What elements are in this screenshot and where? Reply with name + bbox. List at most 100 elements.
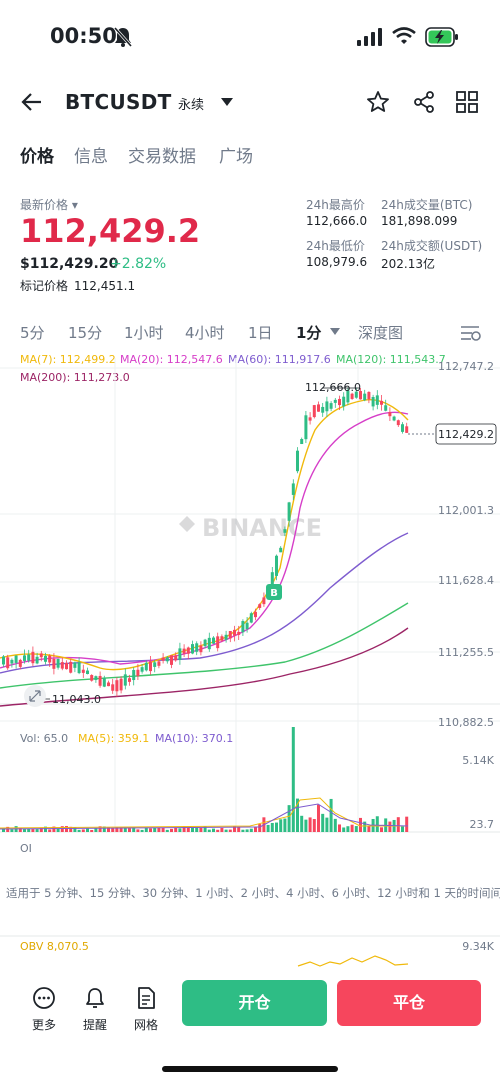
- back-arrow-icon[interactable]: [20, 90, 44, 114]
- interval-15m[interactable]: 15分: [68, 324, 103, 342]
- candle: [384, 405, 388, 411]
- candle: [60, 662, 64, 669]
- interval-1h[interactable]: 1小时: [124, 324, 164, 342]
- grid-menu-icon[interactable]: [456, 91, 478, 113]
- volume-bar: [35, 829, 39, 832]
- candle: [245, 622, 249, 630]
- interval-4h[interactable]: 4小时: [185, 324, 225, 342]
- interval-5m[interactable]: 5分: [20, 324, 45, 342]
- volume-bar: [354, 826, 358, 832]
- candle: [65, 662, 68, 670]
- volume-bar: [123, 826, 127, 832]
- depth-chart-tab[interactable]: 深度图: [358, 324, 404, 342]
- candle: [212, 637, 215, 644]
- candle: [291, 483, 295, 495]
- volume-bar: [69, 826, 73, 832]
- candle: [279, 547, 283, 553]
- close-position-button[interactable]: 平仓: [337, 980, 481, 1026]
- candlestick-chart[interactable]: BINANCE 112,747.2 112,001.3 111,628.4 11…: [0, 358, 500, 970]
- candle: [149, 661, 152, 672]
- contract-type[interactable]: 永续: [178, 98, 205, 113]
- interval-dropdown-icon[interactable]: [330, 328, 340, 335]
- volume-bar: [178, 828, 182, 832]
- candle: [128, 678, 131, 682]
- volume-bar: [237, 826, 241, 832]
- candle: [191, 644, 194, 654]
- home-indicator: [162, 1066, 338, 1072]
- chart-settings-icon[interactable]: [460, 324, 482, 342]
- candle: [27, 654, 31, 661]
- volume-bar: [317, 804, 320, 832]
- mark-price: 标记价格 112,451.1: [20, 279, 136, 293]
- last-price-label[interactable]: 最新价格 ▾: [20, 198, 78, 212]
- candle: [401, 424, 404, 432]
- interval-1m[interactable]: 1分: [296, 324, 322, 342]
- candle: [350, 393, 354, 399]
- volume-bar: [346, 826, 350, 832]
- candle: [44, 655, 47, 662]
- candle: [94, 676, 98, 680]
- volume-bar: [249, 828, 253, 832]
- oi-label: OI: [20, 842, 32, 855]
- candle: [35, 656, 39, 664]
- volume-bar: [359, 817, 362, 832]
- volume-bar: [308, 817, 312, 832]
- tab-price[interactable]: 价格: [20, 147, 54, 167]
- header: BTCUSDT 永续: [0, 82, 500, 126]
- volume-bar: [212, 828, 215, 832]
- star-icon[interactable]: [366, 90, 390, 114]
- volume-bars: [2, 727, 409, 832]
- volume-label: Vol: 65.0: [20, 732, 68, 745]
- price-axis-label: 111,628.4: [438, 574, 494, 587]
- candle: [161, 657, 165, 661]
- volume-bar: [65, 826, 68, 832]
- tab-info[interactable]: 信息: [74, 147, 108, 167]
- candle: [367, 391, 371, 400]
- candle: [165, 657, 169, 662]
- volume-bar: [300, 815, 304, 832]
- volume-bar: [102, 826, 106, 832]
- volume-bar: [199, 827, 203, 832]
- candle: [317, 404, 320, 412]
- wifi-icon: [392, 27, 416, 44]
- symbol-title[interactable]: BTCUSDT: [65, 90, 172, 114]
- volume-bar: [136, 829, 140, 832]
- volume-bar: [283, 818, 287, 832]
- candle: [39, 653, 43, 658]
- volume-bar: [325, 817, 329, 832]
- candle: [136, 669, 140, 677]
- candle: [186, 647, 190, 654]
- volume-ma10: MA(10): 370.1: [155, 732, 233, 745]
- volume-bar: [254, 826, 257, 832]
- volume-bar: [291, 727, 295, 832]
- candle: [115, 680, 119, 692]
- tab-square[interactable]: 广场: [219, 147, 253, 167]
- candle: [359, 391, 362, 400]
- volume-bar: [228, 829, 232, 832]
- candle: [346, 390, 350, 403]
- vol-usdt-label: 24h成交额(USDT): [381, 239, 483, 253]
- alert-button[interactable]: 提醒: [75, 986, 115, 1033]
- candle: [287, 502, 291, 521]
- share-icon[interactable]: [412, 90, 436, 114]
- high-marker: 112,666.0: [305, 381, 361, 394]
- candle: [228, 631, 232, 639]
- volume-bar: [10, 829, 14, 832]
- interval-1d[interactable]: 1日: [248, 324, 273, 342]
- more-button[interactable]: 更多: [24, 986, 64, 1033]
- tab-trading-data[interactable]: 交易数据: [128, 147, 196, 167]
- candle: [233, 629, 236, 636]
- volume-bar: [115, 827, 119, 832]
- candle: [275, 555, 278, 576]
- volume-bar: [207, 829, 211, 832]
- candle: [107, 682, 110, 687]
- volume-bar: [77, 829, 81, 832]
- open-position-button[interactable]: 开仓: [182, 980, 327, 1026]
- candle: [199, 645, 203, 653]
- grid-button[interactable]: 网格: [126, 986, 166, 1033]
- interval-bar: 5分 15分 1小时 4小时 1日 1分 深度图: [0, 322, 500, 346]
- oi-note: 适用于 5 分钟、15 分钟、30 分钟、1 小时、2 小时、4 小时、6 小时…: [6, 886, 500, 900]
- candle: [308, 417, 312, 421]
- caret-down-icon[interactable]: [221, 98, 233, 106]
- volume-bar: [338, 824, 341, 832]
